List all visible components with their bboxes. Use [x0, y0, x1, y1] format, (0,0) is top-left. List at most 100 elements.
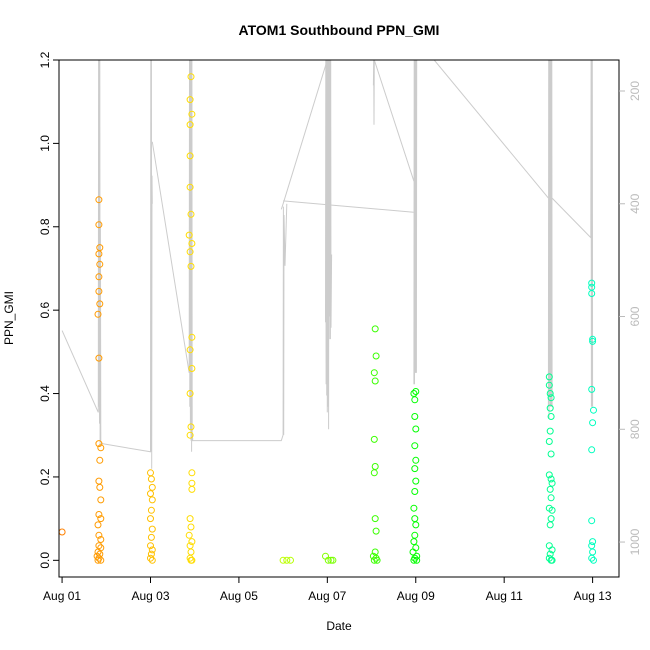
- series-line-segment: [328, 59, 333, 340]
- data-point: [96, 456, 104, 464]
- data-point: [546, 390, 554, 397]
- data-point: [548, 506, 556, 514]
- series-line-segment: [192, 203, 288, 442]
- data-point: [187, 548, 195, 556]
- data-point: [589, 419, 597, 427]
- data-point: [95, 287, 103, 295]
- y-axis: 0.0 0.2 0.4 0.6 0.8 1.0 1.2: [38, 51, 59, 569]
- data-point: [187, 423, 195, 431]
- data-point: [588, 517, 596, 525]
- data-point: [371, 325, 379, 333]
- data-point: [412, 477, 420, 485]
- data-point: [188, 485, 196, 493]
- data-point: [589, 538, 597, 546]
- data-point: [185, 231, 193, 239]
- data-point: [370, 435, 378, 443]
- x-axis: Aug 01 Aug 03 Aug 05 Aug 07 Aug 09 Aug 11 Aug …: [43, 577, 612, 603]
- data-point: [412, 456, 420, 464]
- data-point: [287, 556, 294, 564]
- data-point: [187, 262, 195, 270]
- chart-title: ATOM1 Southbound PPN_GMI: [239, 22, 440, 38]
- data-point: [186, 515, 194, 523]
- data-point: [97, 515, 105, 523]
- data-point: [95, 196, 103, 204]
- data-point: [96, 483, 104, 491]
- data-point: [588, 446, 596, 454]
- data-point: [409, 548, 417, 556]
- y2-tick-label: 400: [628, 193, 642, 213]
- data-point: [187, 210, 195, 218]
- data-point: [95, 511, 103, 518]
- data-point: [548, 479, 556, 487]
- data-point: [589, 337, 597, 345]
- data-point: [95, 250, 103, 258]
- series-line-segment: [413, 59, 418, 385]
- data-point: [588, 290, 596, 297]
- data-point: [147, 506, 155, 514]
- data-point: [411, 515, 419, 523]
- y2-tick-label: 1000: [628, 528, 642, 555]
- data-point: [411, 396, 419, 404]
- data-point: [147, 490, 154, 498]
- data-point: [188, 240, 196, 247]
- data-point: [58, 528, 66, 536]
- data-point: [97, 496, 105, 504]
- data-point: [547, 494, 555, 502]
- data-point: [412, 425, 420, 433]
- data-point: [546, 485, 554, 493]
- series-line-segment: [325, 59, 330, 430]
- y-tick-label: 1.0: [38, 135, 52, 152]
- data-point: [372, 352, 380, 360]
- data-point: [93, 552, 101, 560]
- data-point: [186, 121, 194, 129]
- data-point: [547, 515, 555, 523]
- data-point: [410, 556, 418, 564]
- data-point: [94, 556, 102, 564]
- y2-tick-label: 200: [628, 81, 642, 101]
- x-tick-label: Aug 07: [308, 589, 346, 603]
- data-point: [329, 556, 337, 564]
- data-point: [547, 450, 555, 458]
- data-point: [547, 394, 555, 402]
- data-point: [186, 346, 194, 354]
- data-point: [147, 533, 155, 541]
- data-point: [186, 96, 194, 104]
- data-point: [188, 110, 196, 118]
- data-point: [148, 556, 156, 564]
- data-point: [547, 556, 555, 564]
- y-axis-label: PPN_GMI: [2, 291, 16, 345]
- data-point: [95, 354, 103, 362]
- data-point: [186, 183, 194, 191]
- data-point: [410, 538, 418, 546]
- data-point: [545, 542, 553, 550]
- data-point: [148, 483, 156, 491]
- data-point: [147, 469, 154, 477]
- data-point: [96, 260, 104, 268]
- data-point: [188, 333, 196, 341]
- series-line-segment: [547, 59, 553, 419]
- data-point: [187, 523, 195, 531]
- data-point: [546, 404, 554, 412]
- series-line-segment: [372, 59, 415, 182]
- y-tick-label: 0.2: [38, 468, 52, 485]
- data-point: [589, 335, 597, 343]
- data-point: [95, 273, 103, 281]
- data-point: [324, 556, 332, 564]
- data-point: [370, 469, 378, 477]
- series-line-segment: [151, 59, 193, 452]
- data-point: [590, 556, 597, 564]
- data-point: [412, 388, 420, 395]
- data-point: [545, 471, 553, 479]
- data-point: [96, 300, 104, 308]
- y-tick-label: 0.8: [38, 218, 52, 235]
- series-line-segment: [280, 59, 328, 210]
- data-point: [588, 385, 596, 393]
- data-point: [97, 536, 105, 543]
- x-tick-label: Aug 13: [574, 589, 612, 603]
- data-point: [97, 444, 105, 452]
- series-line-segment: [61, 59, 102, 447]
- data-point: [371, 515, 379, 523]
- data-point: [411, 531, 419, 539]
- x-tick-label: Aug 11: [486, 589, 523, 603]
- data-point: [371, 377, 379, 385]
